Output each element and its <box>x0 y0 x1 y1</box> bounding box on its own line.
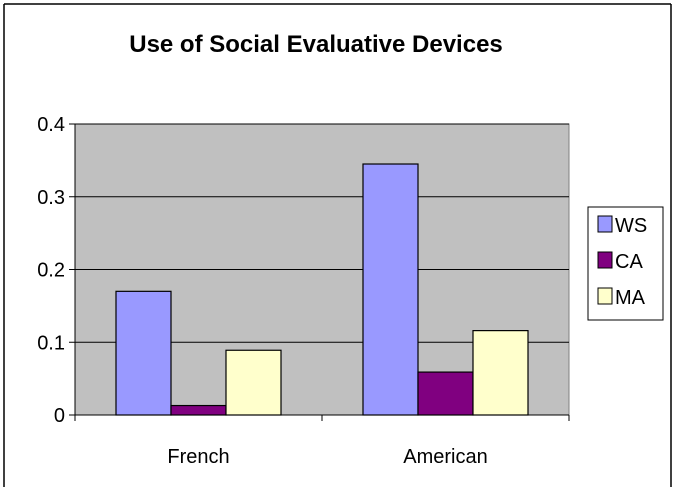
bar-ca-american <box>417 371 474 416</box>
gridlines <box>75 123 569 343</box>
legend-swatch-ca <box>597 251 613 269</box>
legend-swatch-ws <box>597 215 613 233</box>
y-tick-label-4: 0.4 <box>37 114 65 136</box>
legend-label-ma: MA <box>615 287 646 309</box>
bar-ws-american <box>362 163 419 416</box>
y-tick-label-0: 0 <box>54 405 65 427</box>
x-tick-label-french: French <box>167 446 229 468</box>
bars <box>115 163 529 416</box>
y-tick-label-1: 0.1 <box>37 332 65 354</box>
y-tick-label-2: 0.2 <box>37 260 65 282</box>
legend-label-ws: WS <box>615 215 647 237</box>
chart-title: Use of Social Evaluative Devices <box>129 31 503 58</box>
y-tick-label-3: 0.3 <box>37 187 65 209</box>
legend: WS CA MA <box>587 206 664 321</box>
x-tick-label-american: American <box>403 446 487 468</box>
y-axis: 0 0.1 0.2 0.3 0.4 <box>37 114 76 427</box>
bar-ma-french <box>225 349 282 416</box>
bar-ma-american <box>472 330 529 416</box>
bar-ca-french <box>170 404 227 416</box>
legend-swatch-ma <box>597 287 613 305</box>
x-axis: French American <box>74 414 570 468</box>
bar-ws-french <box>115 290 172 416</box>
legend-label-ca: CA <box>615 251 643 273</box>
